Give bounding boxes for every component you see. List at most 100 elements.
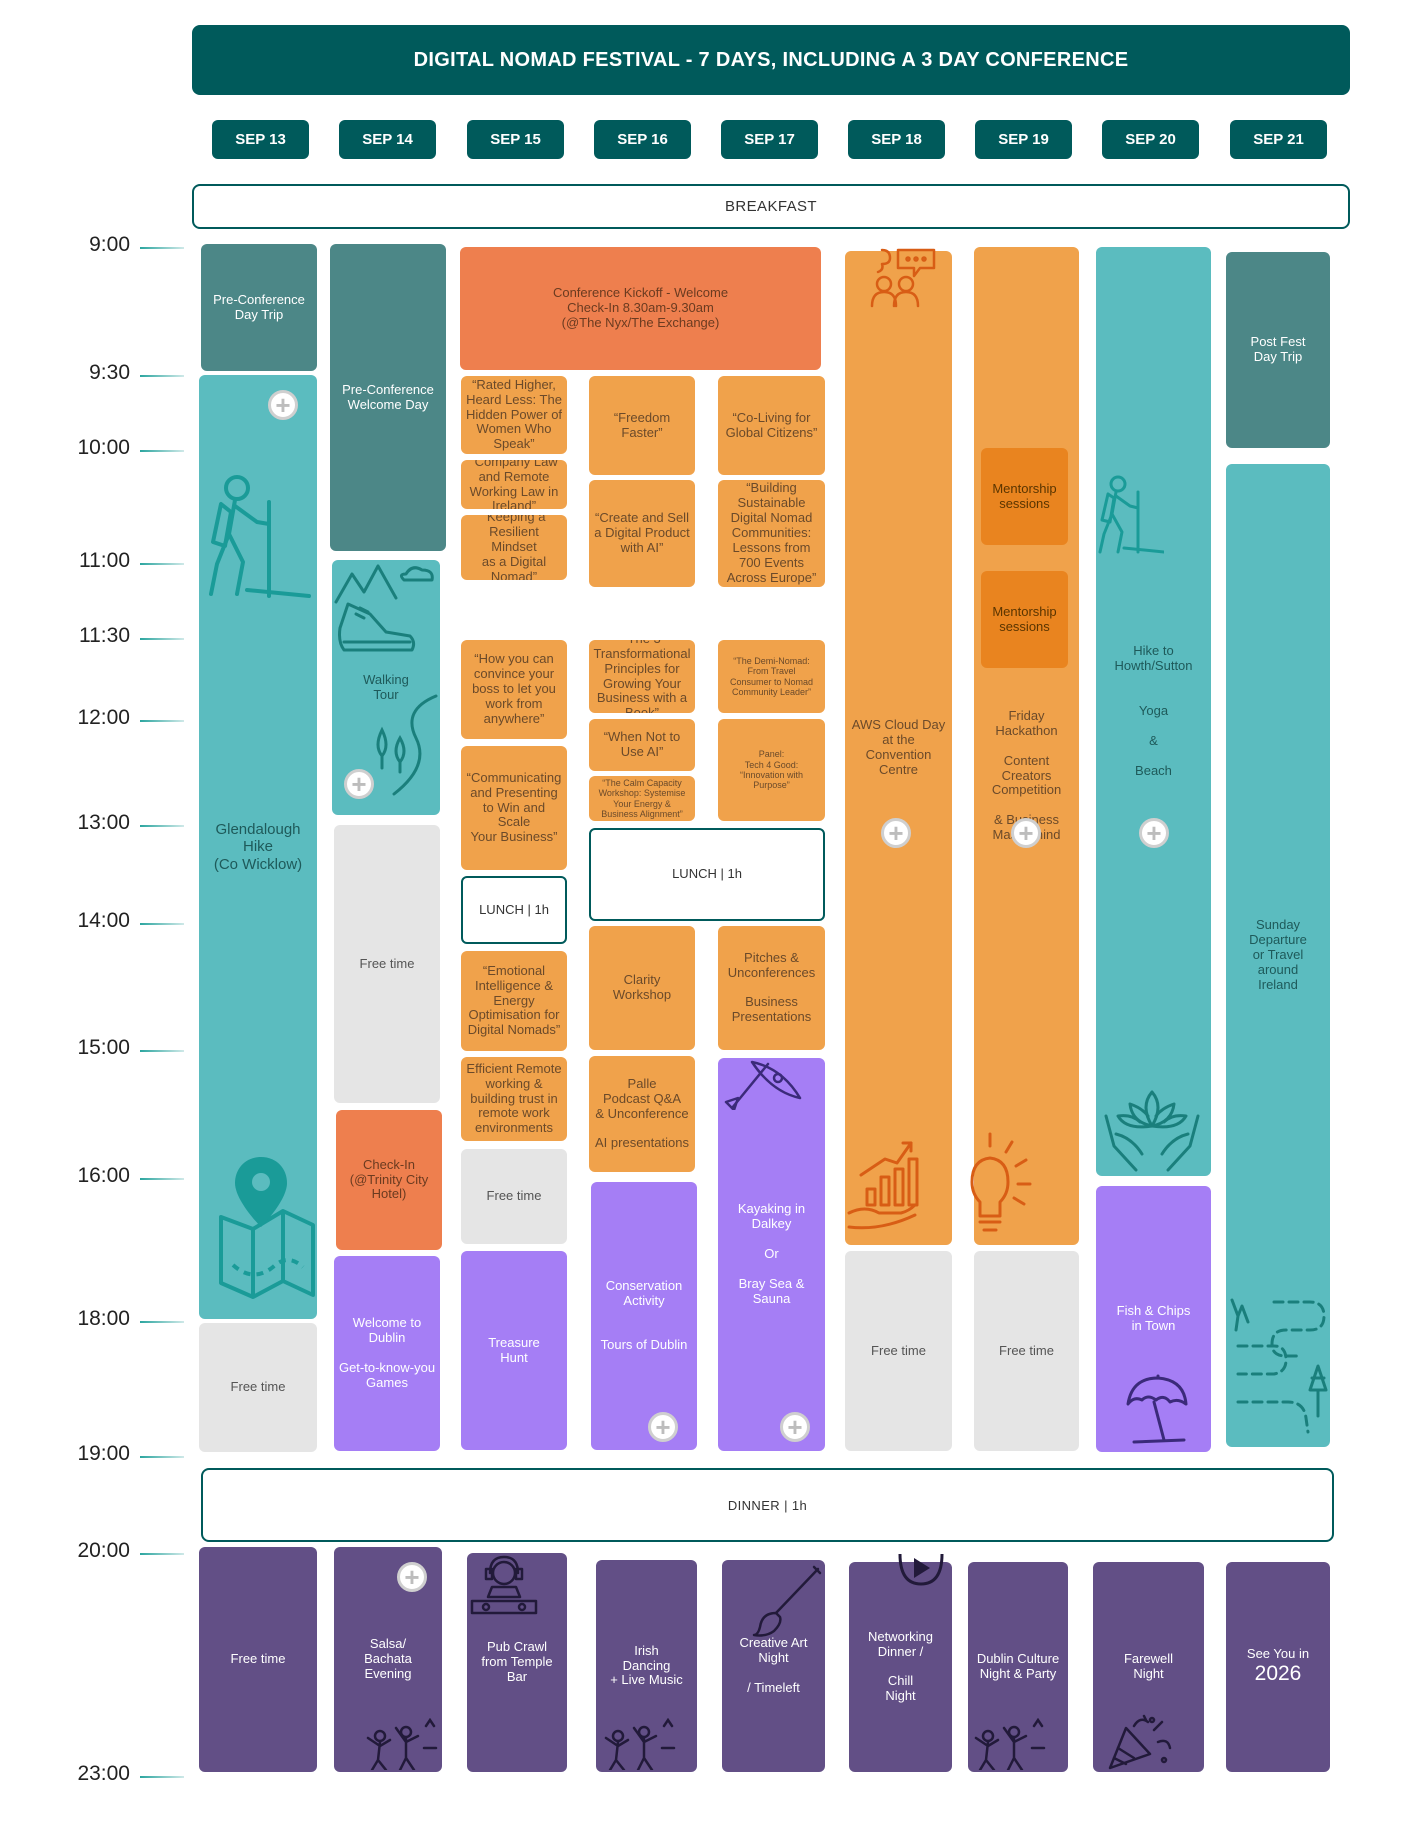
talk-demi-nomad[interactable]: “The Demi-Nomad: From Travel Consumer to… xyxy=(718,640,825,713)
talk-transformational-principles[interactable]: “The 3 Transformational Principles for G… xyxy=(589,640,695,713)
free-time-sep19[interactable]: Free time xyxy=(974,1251,1079,1451)
mentorship-session-1[interactable]: Mentorship sessions xyxy=(981,448,1068,545)
time-label: 11:00 xyxy=(79,549,130,572)
hike-howth-sutton[interactable]: Hike to Howth/Sutton Yoga & Beach xyxy=(1096,247,1211,1176)
aws-label: AWS Cloud Day at the Convention Centre xyxy=(851,717,946,777)
day-header-sep17: SEP 17 xyxy=(721,120,818,159)
talk-resilient-mindset[interactable]: “Keeping a Resilient Mindset as a Digita… xyxy=(461,515,567,580)
time-label: 12:00 xyxy=(77,706,130,729)
talk-sustainable-communities[interactable]: “Building Sustainable Digital Nomad Comm… xyxy=(718,480,825,587)
pre-conference-day-trip[interactable]: Pre-Conference Day Trip xyxy=(201,244,317,371)
time-tick xyxy=(140,1178,184,1180)
dinner-bar: DINNER | 1h xyxy=(201,1468,1334,1542)
pub-crawl[interactable]: Pub Crawl from Temple Bar xyxy=(467,1553,567,1772)
time-tick xyxy=(140,923,184,925)
farewell-label: Farewell Night xyxy=(1123,1651,1174,1681)
welcome-to-dublin[interactable]: Welcome to Dublin Get-to-know-you Games xyxy=(334,1256,440,1451)
time-label: 11:30 xyxy=(79,624,130,647)
treasure-hunt[interactable]: Treasure Hunt xyxy=(461,1251,567,1450)
creative-art-night[interactable]: Creative Art Night / Timeleft xyxy=(722,1560,825,1772)
pre-conference-welcome-day[interactable]: Pre-Conference Welcome Day xyxy=(330,244,446,551)
talk-freedom-faster[interactable]: “Freedom Faster” xyxy=(589,376,695,475)
aws-cloud-day[interactable]: AWS Cloud Day at the Convention Centre xyxy=(845,251,952,1245)
time-label: 15:00 xyxy=(77,1036,130,1059)
talk-company-law[interactable]: “Company Law and Remote Working Law in I… xyxy=(461,460,567,509)
lunch-sep16-17: LUNCH | 1h xyxy=(589,828,825,921)
time-label: 10:00 xyxy=(77,436,130,459)
time-tick xyxy=(140,825,184,827)
add-icon[interactable]: + xyxy=(1011,818,1041,848)
culture-night-label: Dublin Culture Night & Party xyxy=(976,1651,1060,1681)
time-tick xyxy=(140,1776,184,1778)
free-time-evening-sep13[interactable]: Free time xyxy=(199,1547,317,1772)
add-icon[interactable]: + xyxy=(780,1412,810,1442)
talk-efficient-remote[interactable]: Efficient Remote working & building trus… xyxy=(461,1057,567,1141)
irish-dancing[interactable]: Irish Dancing + Live Music xyxy=(596,1560,697,1772)
check-in-trinity[interactable]: Check-In (@Trinity City Hotel) xyxy=(336,1110,442,1250)
time-label: 9:00 xyxy=(89,233,130,256)
palle-podcast[interactable]: Palle Podcast Q&A & Unconference AI pres… xyxy=(589,1056,695,1172)
time-label: 23:00 xyxy=(77,1762,130,1785)
year-label: 2026 xyxy=(1254,1662,1302,1686)
hike-howth-label: Hike to Howth/Sutton Yoga & Beach xyxy=(1114,643,1193,778)
fish-chips-label: Fish & Chips in Town xyxy=(1116,1303,1191,1333)
sunday-departure[interactable]: Sunday Departure or Travel around Irelan… xyxy=(1226,464,1330,1447)
talk-calm-capacity[interactable]: “The Calm Capacity Workshop: Systemise Y… xyxy=(589,776,695,821)
networking-label: Networking Dinner / Chill Night xyxy=(867,1628,934,1704)
creative-art-label: Creative Art Night / Timeleft xyxy=(739,1635,808,1695)
conference-kickoff[interactable]: Conference Kickoff - Welcome Check-In 8.… xyxy=(460,247,821,370)
post-fest-day-trip[interactable]: Post Fest Day Trip xyxy=(1226,252,1330,448)
time-label: 20:00 xyxy=(77,1539,130,1562)
free-time-sep15[interactable]: Free time xyxy=(461,1149,567,1244)
add-icon[interactable]: + xyxy=(881,818,911,848)
day-header-sep18: SEP 18 xyxy=(848,120,945,159)
time-tick xyxy=(140,247,184,249)
kayaking-dalkey[interactable]: Kayaking in Dalkey Or Bray Sea & Sauna xyxy=(718,1058,825,1451)
fish-and-chips[interactable]: Fish & Chips in Town xyxy=(1096,1186,1211,1452)
pitches-unconferences[interactable]: Pitches & Unconferences Business Present… xyxy=(718,926,825,1050)
irish-dancing-label: Irish Dancing + Live Music xyxy=(610,1642,683,1688)
check-in-label: Check-In (@Trinity City Hotel) xyxy=(349,1156,429,1202)
time-label: 16:00 xyxy=(77,1164,130,1187)
festival-title: DIGITAL NOMAD FESTIVAL - 7 DAYS, INCLUDI… xyxy=(192,25,1350,95)
conservation-activity[interactable]: Conservation Activity Tours of Dublin xyxy=(591,1182,697,1450)
free-time-sep14[interactable]: Free time xyxy=(334,825,440,1103)
time-label: 18:00 xyxy=(77,1307,130,1330)
add-icon[interactable]: + xyxy=(268,390,298,420)
panel-tech-4-good[interactable]: Panel: Tech 4 Good: “Innovation with Pur… xyxy=(718,719,825,821)
free-time-sep18[interactable]: Free time xyxy=(845,1251,952,1451)
talk-co-living[interactable]: “Co-Living for Global Citizens” xyxy=(718,376,825,475)
day-header-sep21: SEP 21 xyxy=(1230,120,1327,159)
breakfast-bar: BREAKFAST xyxy=(192,184,1350,229)
day-header-sep19: SEP 19 xyxy=(975,120,1072,159)
add-icon[interactable]: + xyxy=(397,1562,427,1592)
dublin-culture-night[interactable]: Dublin Culture Night & Party xyxy=(968,1562,1068,1772)
add-icon[interactable]: + xyxy=(344,769,374,799)
free-time-sep13[interactable]: Free time xyxy=(199,1323,317,1452)
see-you-label: See You in xyxy=(1246,1646,1310,1662)
talk-when-not-ai[interactable]: “When Not to Use AI” xyxy=(589,719,695,771)
lunch-sep15: LUNCH | 1h xyxy=(461,876,567,944)
glendalough-hike[interactable]: Glendalough Hike (Co Wicklow) xyxy=(199,375,317,1319)
mentorship-session-2[interactable]: Mentorship sessions xyxy=(981,571,1068,668)
talk-emotional-intelligence[interactable]: “Emotional Intelligence & Energy Optimis… xyxy=(461,951,567,1051)
add-icon[interactable]: + xyxy=(648,1412,678,1442)
add-icon[interactable]: + xyxy=(1139,818,1169,848)
time-tick xyxy=(140,1321,184,1323)
salsa-bachata-label: Salsa/ Bachata Evening xyxy=(364,1636,412,1681)
time-tick xyxy=(140,720,184,722)
kayaking-label: Kayaking in Dalkey Or Bray Sea & Sauna xyxy=(737,1201,806,1306)
walking-tour-label: Walking Tour xyxy=(363,671,409,702)
farewell-night[interactable]: Farewell Night xyxy=(1093,1562,1204,1772)
see-you-2026[interactable]: See You in 2026 xyxy=(1226,1562,1330,1772)
networking-dinner[interactable]: Networking Dinner / Chill Night xyxy=(849,1562,952,1772)
glendalough-hike-label: Glendalough Hike (Co Wicklow) xyxy=(213,821,303,873)
day-header-sep14: SEP 14 xyxy=(339,120,436,159)
day-header-sep15: SEP 15 xyxy=(467,120,564,159)
talk-communicating[interactable]: “Communicating and Presenting to Win and… xyxy=(461,746,567,870)
talk-convince-boss[interactable]: “How you can convince your boss to let y… xyxy=(461,640,567,739)
clarity-workshop[interactable]: Clarity Workshop xyxy=(589,926,695,1050)
talk-digital-product-ai[interactable]: “Create and Sell a Digital Product with … xyxy=(589,480,695,587)
talk-rated-higher[interactable]: “Rated Higher, Heard Less: The Hidden Po… xyxy=(461,376,567,454)
friday-hackathon[interactable]: Friday Hackathon Content Creators Compet… xyxy=(974,247,1079,1245)
